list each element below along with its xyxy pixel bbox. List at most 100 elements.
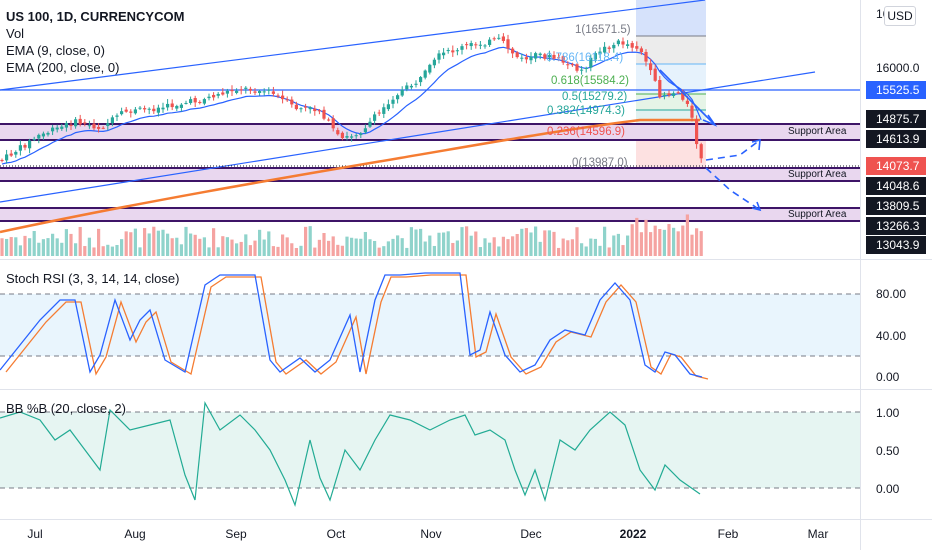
volume-bar (258, 229, 262, 256)
volume-bar (483, 238, 487, 256)
volume-bar (46, 238, 50, 256)
candle-body (621, 41, 625, 45)
volume-bar (612, 235, 616, 256)
support-area-3[interactable] (0, 207, 860, 222)
volume-bar (557, 247, 561, 256)
support-area-1[interactable] (0, 123, 860, 141)
candle-body (455, 50, 459, 52)
candle-body (547, 55, 551, 58)
support-label-1: Support Area (788, 126, 847, 137)
stoch-d-line (5, 274, 709, 380)
candle-body (193, 98, 197, 103)
candle-body (561, 56, 565, 63)
volume-bar (561, 238, 565, 256)
support-area-2[interactable] (0, 167, 860, 182)
volume-bar (28, 238, 32, 256)
fib-label-0786: 0.786(16118.4) (546, 52, 623, 64)
candle-body (331, 118, 335, 129)
channel-lower-line[interactable] (0, 71, 816, 203)
volume-bar (189, 233, 193, 256)
volume-bar (216, 247, 220, 256)
candle-body (465, 44, 469, 46)
volume-bar (354, 238, 358, 256)
candle-body (538, 53, 542, 56)
volume-bar (460, 227, 464, 256)
price-tick-16000: 16000.0 (876, 61, 920, 75)
volume-bar (110, 246, 114, 256)
volume-bar (621, 245, 625, 256)
volume-bars (0, 214, 703, 256)
candle-body (584, 68, 588, 70)
candle-body (474, 44, 478, 46)
channel-upper-line[interactable] (0, 0, 706, 91)
volume-bar (400, 238, 404, 256)
stoch-band (0, 294, 860, 356)
bb-tick-100: 1.00 (876, 406, 900, 420)
candle-body (336, 130, 340, 135)
stoch-legend[interactable]: Stoch RSI (3, 3, 14, 14, close) (6, 271, 180, 286)
volume-bar (575, 227, 579, 256)
candle-body (60, 126, 64, 129)
candle-body (9, 153, 13, 156)
candle-body (630, 43, 634, 48)
volume-bar (55, 238, 59, 256)
bb-tick-050: 0.50 (876, 444, 900, 458)
candle-body (405, 85, 409, 90)
candle-body (133, 109, 137, 114)
projection-arrows[interactable] (659, 69, 762, 212)
volume-bar (253, 240, 257, 256)
volume-bar (0, 238, 4, 256)
candle-body (386, 104, 390, 110)
volume-bar (267, 231, 271, 256)
ema200-legend[interactable]: EMA (200, close, 0) (6, 60, 120, 75)
candle-body (432, 59, 436, 66)
volume-bar (129, 232, 133, 256)
fib-labels: 1(16571.5) 0.786(16118.4) 0.618(15584.2)… (546, 24, 631, 169)
candle-body (258, 91, 262, 93)
volume-bar (235, 243, 239, 256)
volume-bar (212, 228, 216, 256)
volume-bar (276, 246, 280, 256)
candle-body (87, 125, 91, 127)
currency-button[interactable]: USD (884, 6, 916, 26)
volume-bar (363, 231, 367, 256)
candle-body (304, 106, 308, 108)
candle-body (501, 36, 505, 41)
candle-body (368, 121, 372, 127)
volume-bar (69, 233, 73, 256)
candle-body (492, 38, 496, 40)
volume-bar (37, 242, 41, 256)
volume-bar (152, 226, 156, 256)
fib-label-0382: 0.382(14974.3) (547, 105, 625, 117)
candle-body (520, 57, 524, 59)
ema9-legend[interactable]: EMA (9, close, 0) (6, 43, 105, 58)
candle-body (69, 124, 73, 127)
volume-bar (368, 239, 372, 256)
symbol-title[interactable]: US 100, 1D, CURRENCYCOM (6, 9, 185, 24)
volume-bar (41, 239, 45, 256)
candle-body (681, 92, 685, 100)
volume-bar (676, 231, 680, 256)
candle-body (635, 46, 639, 49)
candle-body (497, 37, 501, 39)
candle-body (55, 127, 59, 130)
time-label-aug: Aug (124, 527, 146, 541)
candle-body (78, 118, 82, 125)
bb-legend[interactable]: BB %B (20, close, 2) (6, 401, 126, 416)
vol-legend[interactable]: Vol (6, 26, 25, 41)
candle-body (267, 89, 271, 91)
candle-body (649, 63, 653, 71)
candle-body (230, 89, 234, 92)
candle-body (239, 89, 243, 91)
candle-body (409, 85, 413, 88)
volume-bar (580, 243, 584, 256)
candle-body (580, 69, 584, 71)
candle-body (529, 56, 533, 61)
volume-bar (667, 224, 671, 256)
stoch-k-line (0, 272, 703, 378)
volume-bar (511, 236, 515, 256)
volume-bar (5, 238, 9, 256)
volume-bar (497, 246, 501, 256)
candle-body (382, 107, 386, 114)
